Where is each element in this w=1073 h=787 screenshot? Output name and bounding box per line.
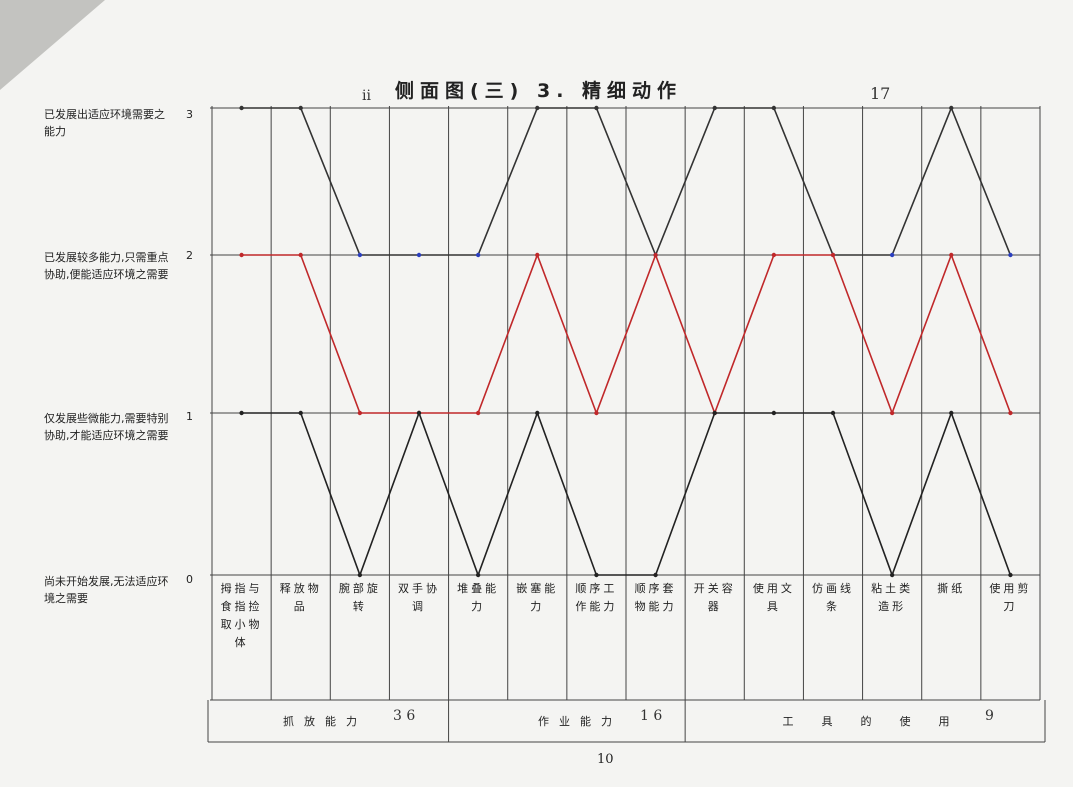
group-note-tool-use: 9 — [985, 708, 994, 724]
page-title: 侧面图(三) 3. 精细动作 — [395, 80, 683, 102]
category-label: 粘土类造形 — [871, 582, 914, 613]
series-3-point — [535, 410, 540, 416]
handwritten-mark-right: 17 — [870, 84, 891, 103]
series-1-point — [535, 105, 540, 111]
series-1-point — [771, 105, 777, 111]
group-note-grasp-release: 3 6 — [393, 708, 416, 724]
series-3-point — [771, 410, 777, 416]
group-label-tool-use: 工具的使用 — [782, 715, 978, 728]
series-2-point — [357, 410, 363, 416]
series-1-point — [416, 252, 422, 258]
category-label: 撕纸 — [937, 582, 966, 595]
series-3-point — [712, 410, 717, 416]
category-label: 顺序套物能力 — [634, 582, 677, 613]
series-1-point — [712, 105, 717, 111]
level-2-label: 2 — [186, 249, 193, 262]
series-3-point — [830, 410, 836, 416]
category-label: 双手协调 — [397, 582, 440, 613]
level-2-description: 已发展较多能力,只需重点协助,便能适应环境之需要 — [44, 251, 169, 281]
series-1-point — [239, 105, 244, 111]
series-2-point — [298, 252, 303, 258]
category-label: 堆叠能力 — [457, 582, 500, 613]
series-3-point — [475, 572, 481, 578]
series-2-point — [949, 252, 954, 258]
series-3-point — [298, 410, 303, 416]
series-3-point — [594, 572, 599, 578]
series-2-point — [889, 410, 895, 416]
category-label: 使用文具 — [752, 582, 795, 613]
level-1-description: 仅发展些微能力,需要特别协助,才能适应环境之需要 — [44, 412, 169, 442]
series-2-point — [1008, 410, 1013, 416]
scan-shadow — [0, 0, 105, 90]
series-2-point — [535, 252, 540, 258]
series-1-point — [594, 105, 599, 111]
level-0-description: 尚未开始发展,无法适应环境之需要 — [44, 575, 169, 605]
series-2-point — [594, 410, 599, 416]
level-1-label: 1 — [186, 410, 193, 423]
page-number: 10 — [597, 752, 614, 767]
series-2-point — [475, 410, 481, 416]
group-label-work: 作业能力 — [538, 715, 622, 728]
level-3-description: 已发展出适应环境需要之能力 — [44, 108, 165, 138]
series-3-point — [357, 572, 363, 578]
series-3-point — [889, 572, 895, 578]
series-line-2 — [241, 252, 1012, 416]
category-label: 拇指与食指捡取小物体 — [220, 582, 263, 649]
category-label: 仿画线条 — [811, 582, 854, 613]
category-label: 顺序工作能力 — [575, 582, 618, 613]
series-1-point — [475, 252, 481, 258]
series-1-point — [1008, 252, 1013, 258]
series-3-point — [416, 410, 422, 416]
series-2-point — [653, 252, 658, 258]
series-line-3 — [241, 410, 1012, 578]
series-1-point — [889, 252, 895, 258]
series-line-1 — [241, 105, 1012, 258]
category-label: 腕部旋转 — [338, 582, 381, 613]
category-label: 使用剪刀 — [989, 582, 1032, 613]
category-label: 开关容器 — [693, 582, 736, 613]
series-3-point — [1008, 572, 1013, 578]
level-0-label: 0 — [186, 573, 193, 586]
series-1-point — [298, 105, 303, 111]
series-2-point — [830, 252, 836, 258]
series-3-point — [949, 410, 954, 416]
category-label: 嵌塞能力 — [516, 582, 559, 613]
category-label: 释放物品 — [279, 582, 322, 613]
series-1-point — [949, 105, 954, 111]
series-2-point — [239, 252, 244, 258]
group-label-grasp-release: 抓放能力 — [283, 715, 367, 728]
level-3-label: 3 — [186, 108, 193, 121]
series-1-point — [357, 252, 363, 258]
series-2-point — [771, 252, 777, 258]
group-note-work: 1 6 — [640, 708, 663, 724]
series-3-point — [653, 572, 658, 578]
series-3-point — [239, 410, 244, 416]
handwritten-mark-left: ii — [362, 88, 371, 104]
